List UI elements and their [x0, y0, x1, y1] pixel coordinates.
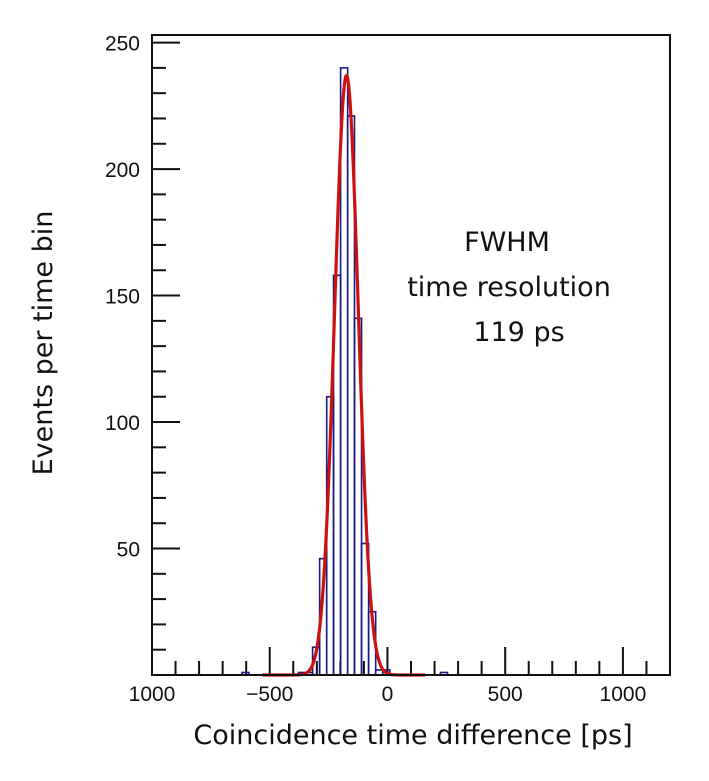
y-tick-label: 150 — [105, 286, 140, 309]
gaussian-fit-curve — [261, 73, 427, 677]
axis-ticks — [152, 41, 648, 675]
annotation-time-resolution: time resolution — [407, 272, 611, 303]
x-tick-label: 0 — [382, 683, 394, 706]
annotation-fwhm: FWHM — [464, 227, 550, 258]
y-tick-label: 200 — [105, 159, 140, 182]
annotation-value: 119 ps — [473, 317, 564, 348]
y-tick-label: 100 — [105, 412, 140, 435]
y-axis-title: Events per time bin — [28, 211, 59, 476]
plot-frame — [151, 34, 671, 676]
x-tick-label: 1000 — [129, 683, 176, 706]
histogram-bin — [339, 67, 349, 676]
x-tick-label: 1000 — [600, 683, 647, 706]
y-tick-labels: 50 100 150 200 250 — [105, 33, 140, 562]
y-tick-label: 50 — [117, 539, 140, 562]
x-tick-label: 500 — [488, 683, 523, 706]
histogram-bars — [241, 67, 449, 676]
y-tick-label: 250 — [105, 33, 140, 56]
x-axis-title: Coincidence time difference [ps] — [193, 720, 632, 751]
x-tick-label: −500 — [246, 683, 293, 706]
x-tick-labels: 1000 −500 0 500 1000 — [129, 683, 647, 706]
